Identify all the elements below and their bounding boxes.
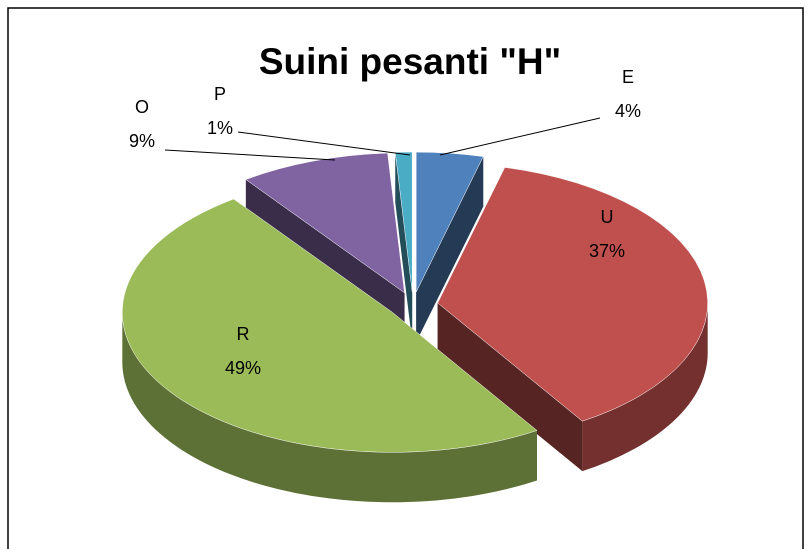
slice-side	[437, 302, 583, 472]
category-label: R	[237, 324, 250, 344]
value-label: 9%	[129, 131, 155, 151]
category-label: P	[214, 84, 226, 104]
value-label: 49%	[225, 358, 261, 378]
chart-title: Suini pesanti "H"	[259, 41, 561, 82]
value-label: 4%	[615, 101, 641, 121]
leader-line	[237, 131, 411, 156]
slice-wall	[122, 312, 537, 503]
slice-side	[416, 156, 484, 343]
value-label: 1%	[207, 118, 233, 138]
pie-slice	[394, 151, 413, 343]
pie-slice	[415, 151, 484, 343]
leader-line	[439, 117, 601, 156]
leader-line	[164, 149, 336, 161]
slice-wall	[582, 302, 708, 472]
slice-side	[395, 152, 413, 343]
category-label: U	[601, 207, 614, 227]
pie-slice	[122, 198, 538, 503]
category-label: E	[622, 67, 634, 87]
slice-top	[394, 151, 413, 293]
slice-top	[437, 167, 708, 422]
category-label: O	[135, 97, 149, 117]
slice-top	[415, 151, 484, 293]
slice-top	[122, 198, 538, 453]
value-label: 37%	[589, 241, 625, 261]
pie-slice	[437, 167, 708, 472]
slice-top	[245, 152, 405, 294]
